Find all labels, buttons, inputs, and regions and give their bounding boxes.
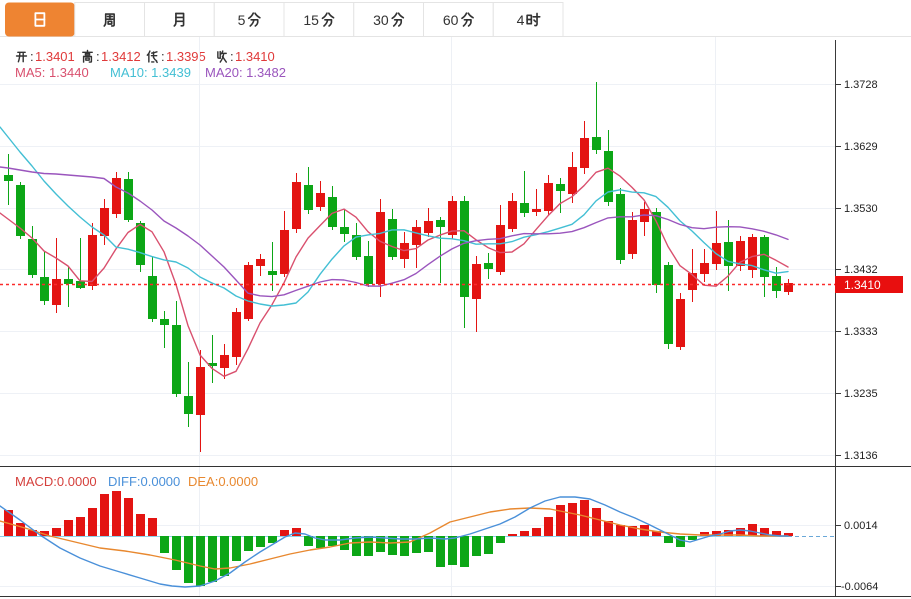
svg-text::: :	[30, 49, 34, 64]
svg-text:1.3530: 1.3530	[844, 203, 878, 215]
svg-text:1.3410: 1.3410	[844, 278, 881, 292]
svg-text:30: 30	[373, 12, 389, 28]
svg-text:5: 5	[238, 12, 246, 28]
svg-text:DEA:0.0000: DEA:0.0000	[188, 474, 258, 489]
svg-text::: :	[161, 49, 165, 64]
svg-text:1.3401: 1.3401	[35, 49, 75, 64]
svg-text::: :	[230, 49, 234, 64]
svg-text:1.3333: 1.3333	[844, 326, 878, 338]
svg-text:1.3136: 1.3136	[844, 450, 878, 462]
svg-text:1.3629: 1.3629	[844, 141, 878, 153]
svg-text:MA20: 1.3482: MA20: 1.3482	[205, 65, 286, 80]
svg-text:1.3395: 1.3395	[166, 49, 206, 64]
svg-text:1.3410: 1.3410	[235, 49, 275, 64]
svg-text:1.3412: 1.3412	[101, 49, 141, 64]
svg-text:DIFF:0.0000: DIFF:0.0000	[108, 474, 180, 489]
svg-text:MACD:0.0000: MACD:0.0000	[15, 474, 97, 489]
svg-text:1.3728: 1.3728	[844, 79, 878, 91]
svg-text:MA5: 1.3440: MA5: 1.3440	[15, 65, 89, 80]
svg-text:1.3432: 1.3432	[844, 264, 878, 276]
svg-text:4: 4	[517, 12, 525, 28]
svg-text:-0.0064: -0.0064	[841, 581, 878, 593]
svg-text:MA10: 1.3439: MA10: 1.3439	[110, 65, 191, 80]
svg-text:0.0014: 0.0014	[844, 520, 878, 532]
svg-text::: :	[96, 49, 100, 64]
svg-text:15: 15	[303, 12, 319, 28]
svg-text:60: 60	[443, 12, 459, 28]
svg-text:1.3235: 1.3235	[844, 388, 878, 400]
